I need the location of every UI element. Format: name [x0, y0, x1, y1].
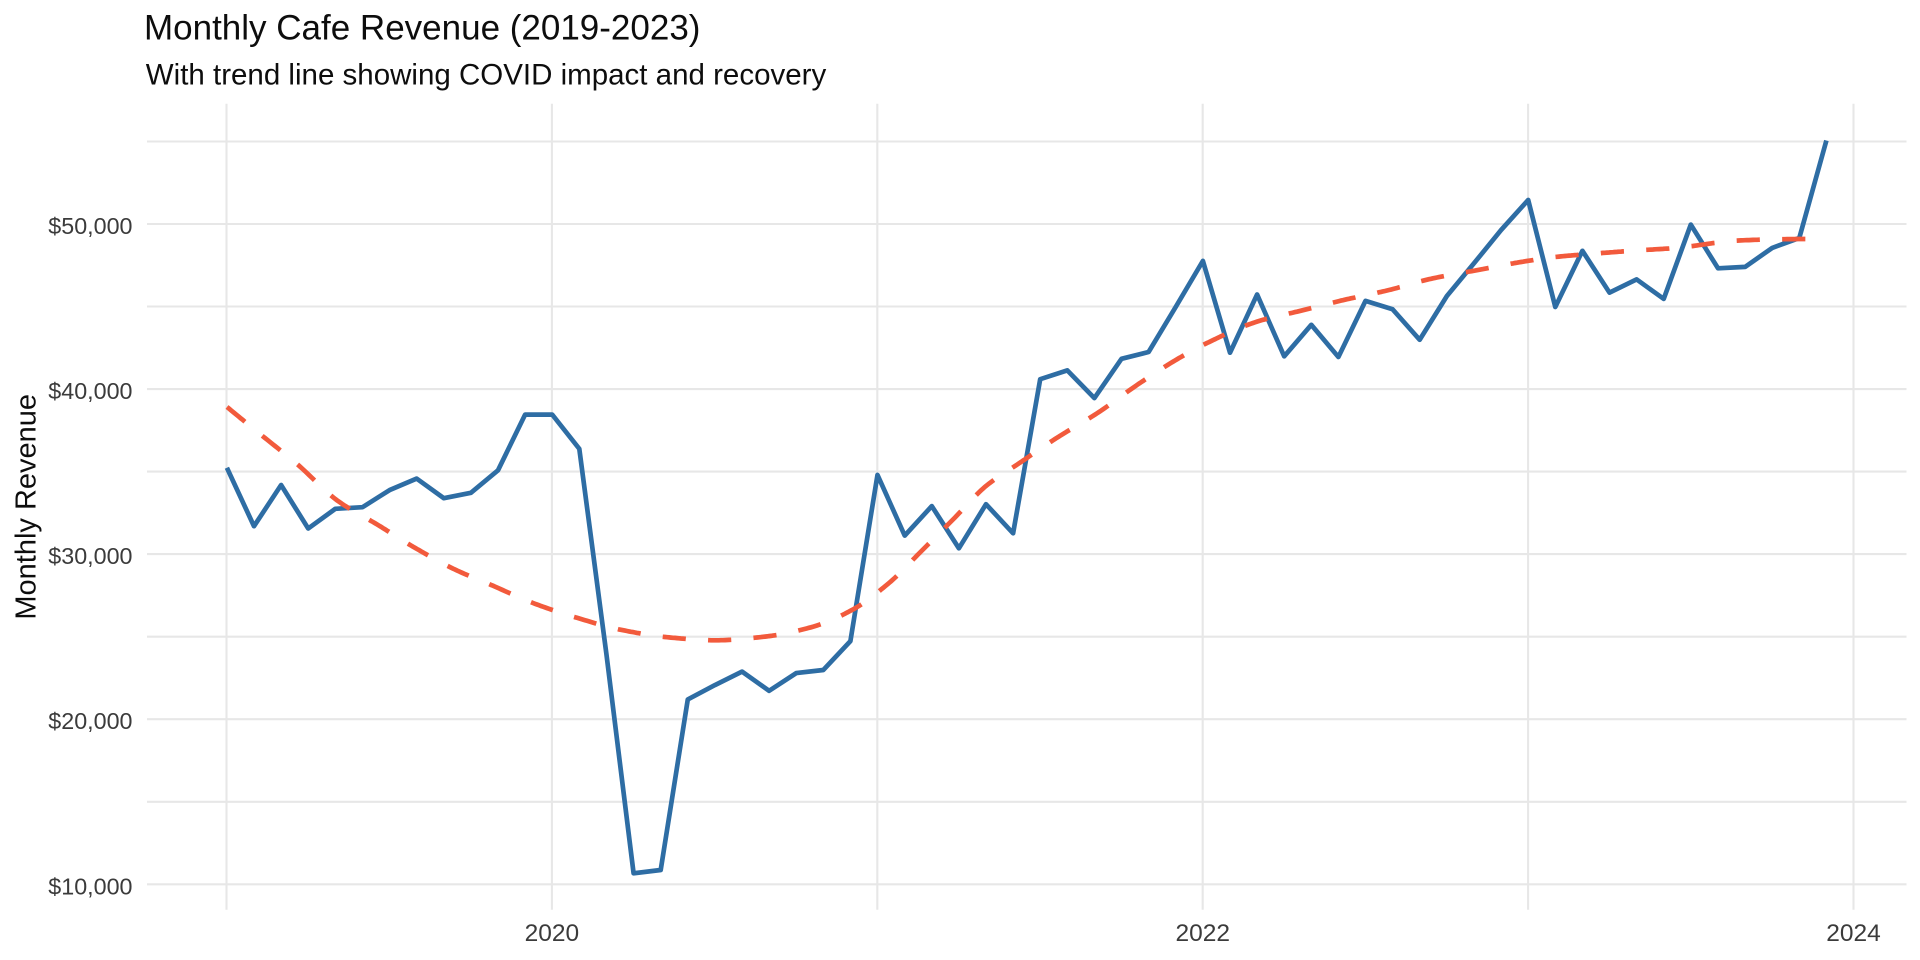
svg-text:$10,000: $10,000: [48, 873, 132, 899]
svg-text:2022: 2022: [1175, 920, 1230, 947]
svg-text:2024: 2024: [1826, 920, 1881, 947]
svg-text:$50,000: $50,000: [48, 213, 132, 239]
svg-text:Monthly Cafe Revenue (2019-202: Monthly Cafe Revenue (2019-2023): [144, 9, 700, 48]
svg-text:2020: 2020: [525, 920, 580, 947]
svg-text:$30,000: $30,000: [48, 543, 132, 569]
svg-text:$20,000: $20,000: [48, 708, 132, 734]
svg-text:Monthly Revenue: Monthly Revenue: [11, 394, 43, 620]
svg-text:$40,000: $40,000: [48, 378, 132, 404]
svg-text:With trend line showing COVID: With trend line showing COVID impact and…: [146, 59, 827, 92]
